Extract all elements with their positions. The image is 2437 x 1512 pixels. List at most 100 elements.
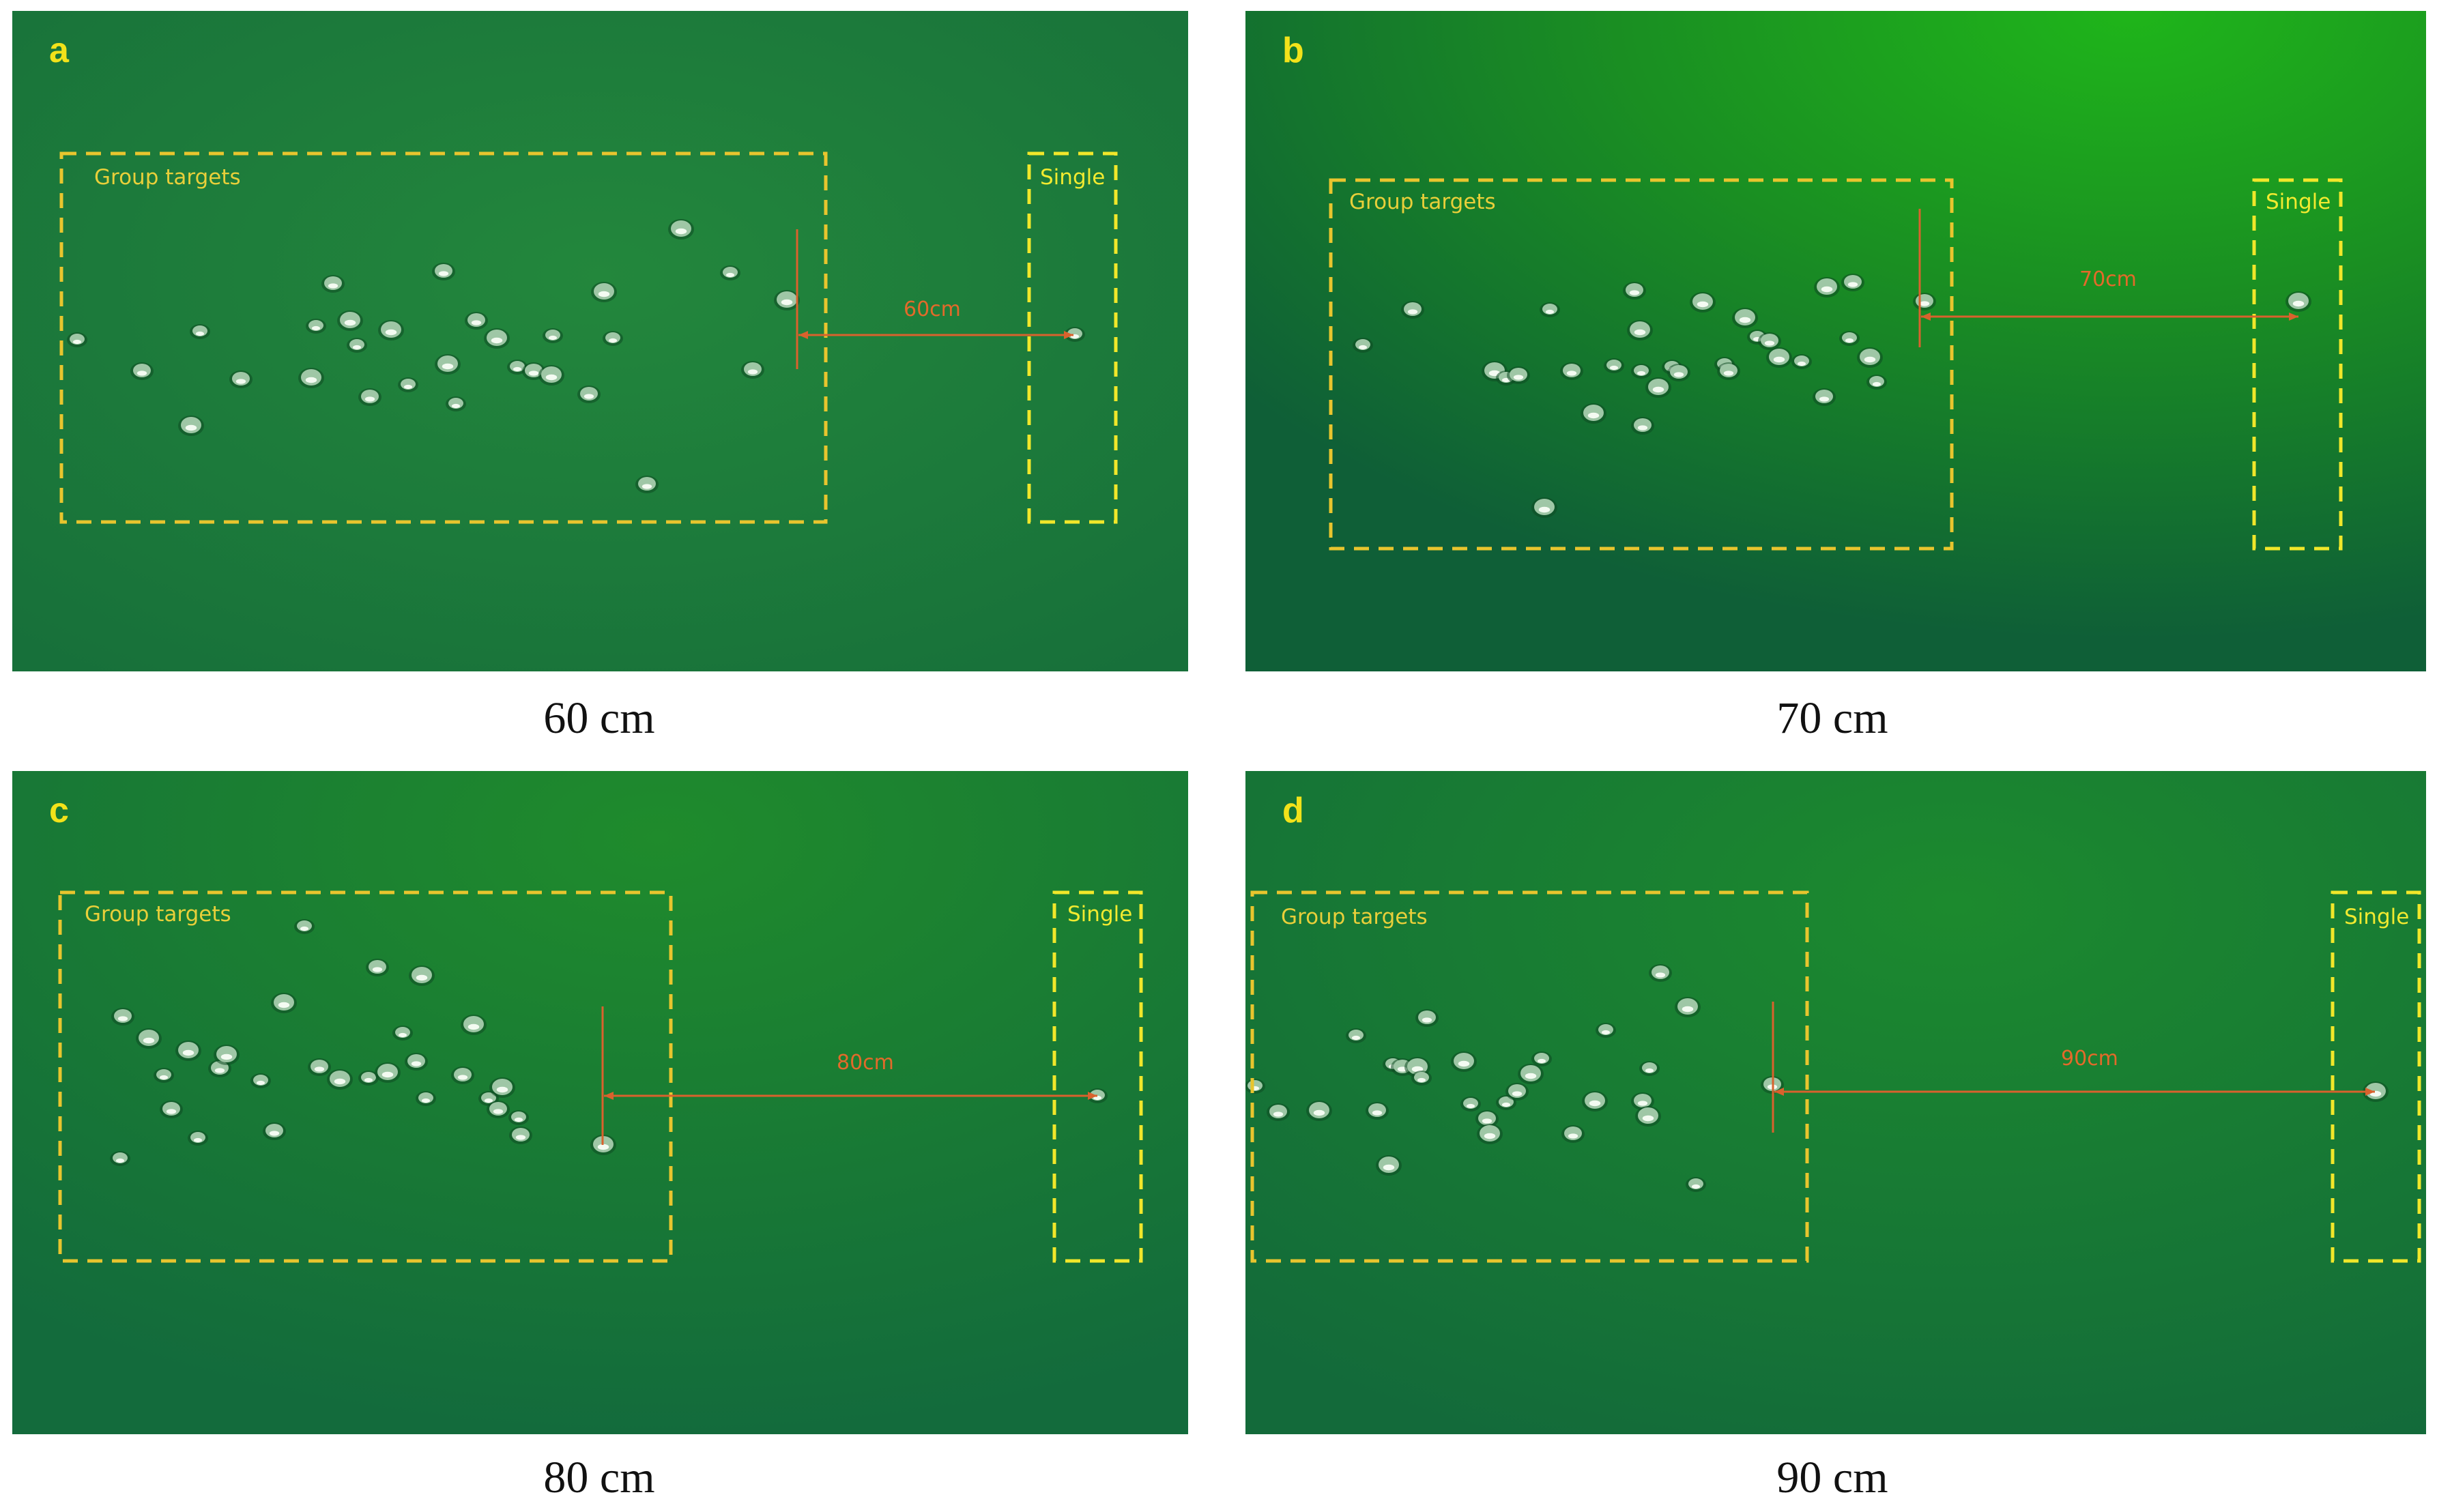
target-bubble — [405, 1053, 428, 1071]
target-bubble — [1791, 354, 1812, 369]
target-bubble — [327, 1069, 353, 1090]
panel-letter: a — [49, 31, 69, 70]
group-targets-box — [58, 890, 673, 1263]
target-bubble — [577, 386, 601, 403]
target-bubble — [110, 1151, 130, 1166]
target-bubble — [1531, 497, 1557, 518]
target-bubble — [1460, 1096, 1481, 1111]
target-bubble — [229, 370, 253, 388]
target-bubble — [250, 1073, 271, 1088]
target-bubble — [432, 263, 455, 280]
caption-b: 70 cm — [1776, 693, 1888, 743]
single-target-box — [2331, 890, 2421, 1263]
target-bubble — [308, 1058, 331, 1076]
target-bubble — [1582, 1091, 1608, 1111]
target-bubble — [591, 282, 617, 302]
target-bubble — [1675, 997, 1701, 1017]
panel-a-photo — [12, 11, 1188, 671]
target-bubble — [306, 319, 326, 334]
target-bubble — [190, 324, 210, 339]
target-bubble — [1581, 403, 1606, 424]
target-bubble — [1639, 1061, 1660, 1076]
target-bubble — [1376, 1155, 1402, 1176]
target-bubble — [1477, 1124, 1503, 1144]
target-bubble — [1841, 274, 1864, 291]
panel-c-photo — [12, 771, 1188, 1434]
target-bubble — [263, 1122, 286, 1140]
target-bubble — [484, 328, 510, 349]
panel-a-bubbles — [67, 219, 1085, 493]
target-bubble — [508, 1110, 529, 1125]
target-bubble — [1631, 417, 1654, 435]
target-bubble — [366, 959, 389, 976]
group-targets-box — [1329, 178, 1954, 551]
target-bubble — [1649, 964, 1672, 982]
target-bubble — [1415, 1009, 1439, 1027]
target-bubble — [1475, 1110, 1499, 1128]
single-target-box — [2252, 178, 2343, 551]
target-bubble — [337, 310, 363, 331]
target-bubble — [416, 1091, 436, 1106]
target-bubble — [1065, 327, 1085, 342]
target-bubble — [487, 1101, 510, 1118]
target-bubble — [1913, 293, 1936, 310]
target-bubble — [67, 332, 87, 347]
target-bubble — [741, 361, 764, 379]
target-bubble — [1686, 1177, 1706, 1192]
target-bubble — [154, 1068, 174, 1083]
panel-d-bubbles — [1245, 964, 2389, 1192]
target-bubble — [298, 368, 324, 388]
panel-a: a Group targets Single 60cm — [12, 11, 1188, 671]
distance-label: 90cm — [2061, 1047, 2118, 1071]
target-bubble — [1627, 320, 1653, 340]
target-bubble — [1346, 1028, 1366, 1043]
target-bubble — [392, 1026, 413, 1041]
target-bubble — [178, 416, 204, 436]
target-bubble — [1732, 308, 1758, 328]
target-bubble — [294, 919, 315, 934]
single-label: Single — [1067, 902, 1133, 927]
target-bubble — [1667, 364, 1690, 381]
target-bubble — [1507, 366, 1530, 384]
target-bubble — [720, 265, 740, 280]
group-targets-label: Group targets — [1349, 190, 1496, 214]
caption-d: 90 cm — [1776, 1453, 1888, 1502]
panel-b: b Group targets Single 70cm — [1245, 11, 2426, 671]
target-bubble — [321, 275, 345, 293]
target-bubble — [409, 965, 435, 986]
target-bubble — [1411, 1071, 1432, 1086]
target-bubble — [1560, 362, 1583, 380]
target-bubble — [1366, 1102, 1389, 1120]
target-bubble — [271, 993, 297, 1013]
target-bubble — [446, 396, 466, 411]
target-bubble — [375, 1062, 401, 1083]
target-bubble — [398, 377, 418, 392]
target-bubble — [1623, 282, 1646, 300]
target-bubble — [1717, 362, 1740, 380]
group-targets-box — [1250, 890, 1809, 1263]
target-bubble — [136, 1028, 162, 1049]
target-bubble — [1505, 1083, 1529, 1101]
panel-b-photo — [1245, 11, 2426, 671]
group-targets-label: Group targets — [85, 902, 231, 927]
target-bubble — [465, 312, 488, 330]
target-bubble — [1596, 1023, 1616, 1038]
target-bubble — [1518, 1064, 1544, 1084]
single-target-box — [1027, 151, 1118, 524]
distance-label: 60cm — [904, 297, 961, 321]
target-bubble — [1814, 277, 1840, 297]
target-bubble — [1267, 1103, 1290, 1121]
target-bubble — [435, 354, 461, 375]
target-bubble — [2285, 291, 2311, 312]
target-bubble — [347, 338, 367, 353]
target-bubble — [1813, 388, 1836, 406]
target-bubble — [1451, 1051, 1477, 1072]
target-bubble — [603, 331, 623, 346]
target-bubble — [2363, 1081, 2389, 1102]
target-bubble — [1631, 364, 1652, 379]
target-bubble — [489, 1077, 515, 1098]
target-bubble — [1866, 375, 1887, 390]
panel-letter: d — [1282, 791, 1304, 830]
target-bubble — [1766, 347, 1792, 368]
target-bubble — [1857, 347, 1883, 368]
